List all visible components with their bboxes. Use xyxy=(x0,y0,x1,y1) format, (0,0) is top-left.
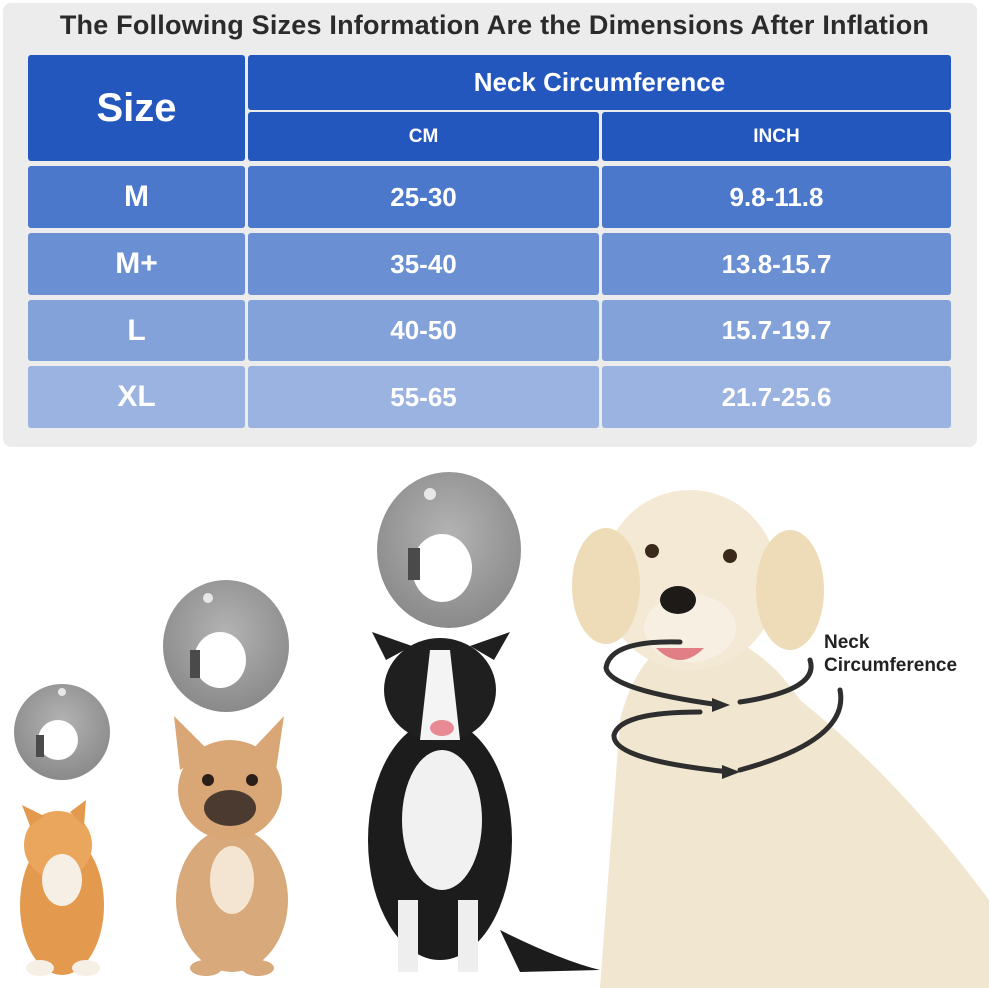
inch-value: 15.7-19.7 xyxy=(721,315,832,345)
cm-cell: 40-50 xyxy=(248,300,599,361)
neck-circumference-header: Neck Circumference xyxy=(248,55,951,110)
inch-value: 9.8-11.8 xyxy=(729,181,824,212)
inch-cell: 9.8-11.8 xyxy=(602,166,951,228)
kitten-image xyxy=(20,800,104,976)
medium-collar-image xyxy=(163,580,289,712)
size-value: M xyxy=(124,180,149,213)
cm-value: 35-40 xyxy=(390,248,457,279)
size-header-label: Size xyxy=(96,85,177,130)
cm-cell: 25-30 xyxy=(248,166,599,228)
cm-value: 25-30 xyxy=(390,181,457,212)
size-cell: XL xyxy=(28,366,245,428)
border-collie-image xyxy=(368,632,600,972)
size-cell: M xyxy=(28,166,245,228)
french-bulldog-image xyxy=(174,716,288,976)
cm-header-label: CM xyxy=(408,125,439,147)
size-value: L xyxy=(127,313,146,347)
cm-value: 55-65 xyxy=(390,381,457,412)
pets-with-collars-illustration xyxy=(14,472,989,988)
inch-value: 21.7-25.6 xyxy=(721,381,832,412)
cm-cell: 35-40 xyxy=(248,233,599,295)
golden-retriever-image xyxy=(572,490,989,988)
cm-cell: 55-65 xyxy=(248,366,599,428)
inch-cell: 13.8-15.7 xyxy=(602,233,951,295)
size-value: XL xyxy=(117,380,156,413)
page-title: The Following Sizes Information Are the … xyxy=(59,10,930,40)
size-value: M+ xyxy=(115,247,158,280)
size-cell: L xyxy=(28,300,245,361)
cm-value: 40-50 xyxy=(390,315,457,345)
neck-circumference-label-line2: Circumference xyxy=(824,655,958,676)
inch-header-label: INCH xyxy=(753,125,800,147)
neck-measurement-arrows xyxy=(603,639,844,779)
size-column-header: Size xyxy=(28,55,245,161)
neck-circumference-label-line1: Neck xyxy=(824,632,870,653)
inch-cell: 15.7-19.7 xyxy=(602,300,951,361)
neck-header-label: Neck Circumference xyxy=(473,67,726,97)
cm-column-header: CM xyxy=(248,112,599,161)
inch-cell: 21.7-25.6 xyxy=(602,366,951,428)
inch-value: 13.8-15.7 xyxy=(721,248,832,279)
small-collar-image xyxy=(14,684,110,780)
size-cell: M+ xyxy=(28,233,245,295)
large-collar-image xyxy=(377,472,521,628)
inch-column-header: INCH xyxy=(602,112,951,161)
